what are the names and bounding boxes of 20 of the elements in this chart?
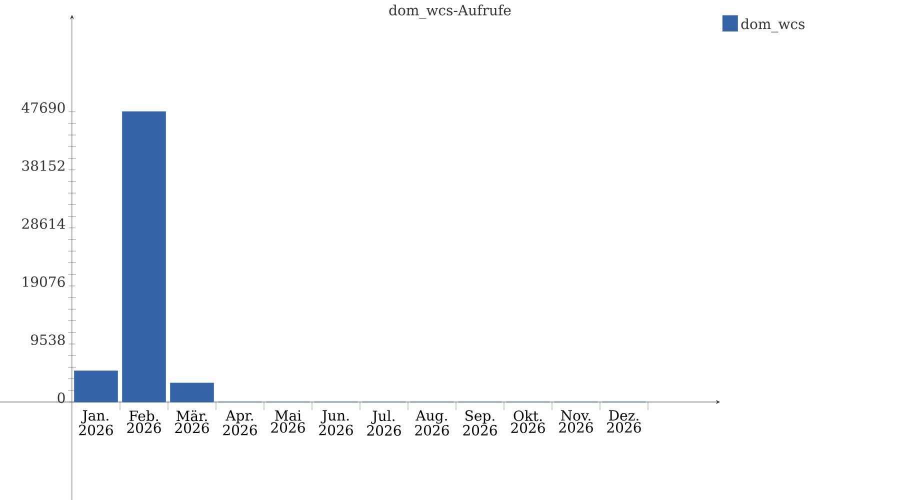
x-tick-label: Jul. 2026	[367, 410, 401, 436]
x-tick-label: Okt. 2026	[511, 410, 545, 434]
chart-title: dom_wcs-Aufrufe	[389, 4, 511, 19]
x-tick-label: Mai 2026	[271, 410, 305, 433]
x-tick-label: Dez. 2026	[607, 410, 641, 433]
x-tick-label: Jun. 2026	[319, 410, 353, 436]
x-tick-label: Mär. 2026	[175, 410, 209, 434]
y-tick-label: 0	[58, 392, 65, 404]
y-tick-label: 28614	[22, 218, 66, 229]
x-tick-label: Jan. 2026	[79, 410, 113, 436]
legend-label: dom_wcs	[741, 18, 805, 32]
x-tick-label: Apr. 2026	[223, 410, 257, 436]
y-tick-label: 19076	[22, 276, 65, 287]
x-tick-label: Aug. 2026	[415, 410, 449, 436]
y-tick-label: 47690	[22, 102, 65, 113]
x-tick-label: Nov. 2026	[559, 410, 593, 433]
x-tick-label: Feb. 2026	[127, 410, 161, 434]
y-tick-label: 9538	[30, 334, 65, 346]
x-tick-label: Sep. 2026	[463, 410, 497, 436]
y-tick-label: 38152	[22, 160, 64, 171]
